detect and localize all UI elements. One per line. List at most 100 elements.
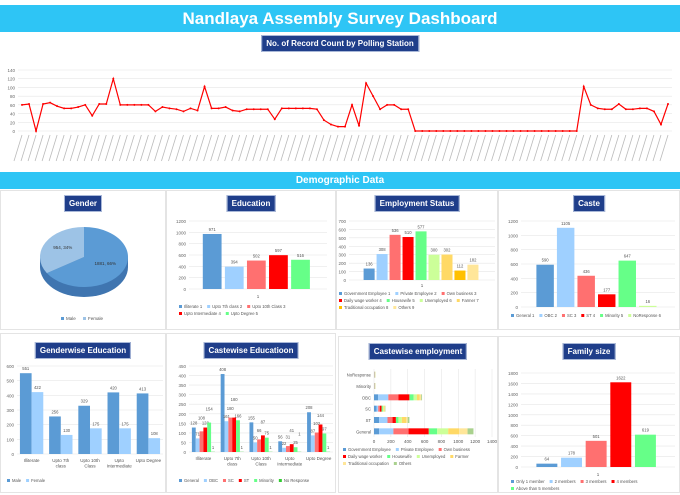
data-point (624, 108, 627, 111)
legend-swatch (254, 479, 258, 482)
legend-entry: Own business 3 (447, 291, 477, 296)
x-tick-label (210, 134, 219, 162)
data-label: 182 (469, 258, 477, 263)
data-point (659, 123, 662, 126)
legend-entry: Upto Intermediate 4 (184, 311, 221, 316)
data-label: 413 (139, 386, 147, 391)
data-label: 31 (286, 435, 291, 440)
data-point (547, 130, 550, 132)
data-point (336, 125, 339, 128)
data-point (210, 107, 213, 110)
legend-swatch (278, 479, 282, 482)
x-tick-label (406, 134, 416, 162)
chart-title: Family size (562, 343, 616, 360)
x-tick-label (596, 134, 606, 162)
legend-swatch (179, 479, 182, 482)
legend-swatch (238, 479, 242, 482)
legend-entry: Male (12, 478, 22, 483)
bar-segment (379, 417, 388, 423)
y-tick-label: 500 (6, 379, 14, 384)
data-label: 128 (202, 421, 210, 426)
data-label: 516 (297, 253, 305, 258)
legend-swatch (339, 299, 342, 302)
data-label: 108 (198, 415, 206, 420)
data-label: 87 (261, 419, 266, 424)
bar (428, 254, 440, 280)
y-tick-label: Minority (356, 384, 372, 389)
bar-segment (395, 417, 399, 423)
data-point (98, 102, 101, 105)
y-tick-label: 300 (6, 408, 14, 413)
y-tick-label: 200 (6, 423, 14, 428)
data-label: 144 (317, 413, 325, 418)
chart-title: Castewise Educatioon (203, 342, 299, 359)
bar (49, 416, 61, 454)
x-tick-label (617, 134, 627, 162)
data-point (575, 130, 578, 132)
data-label: 536 (392, 228, 400, 233)
x-tick-label (554, 134, 564, 162)
x-tick-label (441, 134, 451, 162)
legend-entry: General 1 (516, 313, 535, 318)
data-label: 501 (593, 434, 601, 439)
y-tick-label: 600 (178, 253, 186, 258)
legend-swatch (343, 448, 346, 451)
bar (236, 420, 240, 452)
bar (363, 268, 375, 280)
data-point (161, 106, 164, 109)
data-point (435, 130, 438, 132)
legend-swatch (393, 462, 397, 465)
bar (291, 259, 310, 289)
x-tick-label (76, 134, 86, 162)
data-label: 971 (209, 227, 217, 232)
data-label: 180 (231, 397, 239, 402)
data-point (238, 110, 241, 113)
legend-swatch (511, 487, 514, 490)
legend-entry: Female (88, 316, 104, 321)
data-point (119, 103, 122, 106)
legend-entry: Minority (259, 478, 275, 483)
legend-swatch (179, 312, 182, 315)
section-header: Demographic Data (0, 172, 680, 189)
bar-segment (408, 428, 429, 435)
x-tick-label (48, 134, 58, 162)
data-label: 1105 (561, 221, 571, 226)
legend-swatch (343, 462, 346, 465)
legend-swatch (7, 479, 10, 482)
bar (314, 432, 319, 452)
y-tick-label: 1000 (176, 230, 187, 235)
x-tick-label (392, 134, 402, 162)
y-tick-label: 250 (178, 402, 186, 407)
legend-swatch (611, 480, 615, 483)
data-point (273, 118, 276, 121)
x-tick-label: 1000 (453, 439, 464, 444)
legend-entry: Government Employee (348, 447, 391, 452)
x-tick-label (378, 134, 388, 162)
legend-swatch (456, 299, 460, 302)
legend-entry: Upto 7th class 2 (212, 304, 243, 309)
y-tick-label: 300 (178, 393, 186, 398)
bar (224, 421, 229, 452)
bar (585, 440, 607, 467)
legend-swatch (247, 305, 251, 308)
data-point (147, 103, 150, 106)
y-tick-label: 400 (178, 374, 186, 379)
x-tick-label (568, 134, 578, 162)
bar-segment (448, 428, 460, 435)
bar-segment (383, 405, 385, 412)
bar-segment (374, 394, 379, 401)
y-tick-label: 100 (7, 85, 15, 90)
x-tick-label (259, 134, 269, 162)
legend-swatch (628, 314, 632, 317)
bar-segment (387, 417, 393, 423)
y-tick-label: 150 (178, 421, 186, 426)
chart-title: No. of Record Count by Polling Station (261, 35, 419, 52)
x-tick-label (182, 134, 191, 162)
data-label: 112 (457, 264, 464, 269)
bar (136, 393, 149, 454)
x-tick-label (638, 134, 648, 162)
x-tick-label (168, 134, 177, 162)
x-tick-label (147, 134, 156, 162)
bar-segment (409, 394, 414, 401)
x-tick-label (287, 134, 297, 162)
